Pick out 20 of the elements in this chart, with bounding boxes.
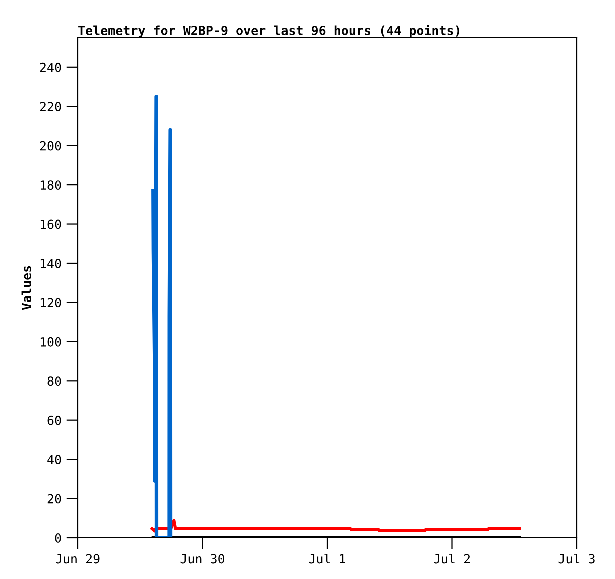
y-tick-label: 220 bbox=[40, 102, 62, 112]
y-tick-label: 160 bbox=[40, 220, 62, 230]
y-tick-label: 240 bbox=[40, 62, 62, 72]
y-tick-label: 40 bbox=[48, 455, 62, 465]
x-tick-label: Jul 1 bbox=[309, 554, 346, 564]
y-tick-label: 120 bbox=[40, 298, 62, 308]
y-tick-label: 140 bbox=[40, 258, 62, 268]
y-tick-label: 60 bbox=[48, 416, 62, 426]
y-axis-title: Values bbox=[22, 266, 32, 310]
x-tick-label: Jul 3 bbox=[558, 554, 595, 564]
y-tick-label: 80 bbox=[48, 376, 62, 386]
y-tick-label: 180 bbox=[40, 180, 62, 190]
x-tick-label: Jul 2 bbox=[434, 554, 470, 564]
chart-title: Telemetry for W2BP-9 over last 96 hours (44 points) bbox=[78, 25, 460, 38]
x-tick-label: Jun 30 bbox=[180, 554, 225, 564]
y-tick-label: 200 bbox=[40, 141, 62, 151]
x-tick-label: Jun 29 bbox=[56, 554, 100, 564]
y-tick-label: 100 bbox=[40, 337, 62, 347]
y-tick-label: 0 bbox=[55, 534, 62, 543]
y-tick-label: 20 bbox=[48, 494, 62, 504]
